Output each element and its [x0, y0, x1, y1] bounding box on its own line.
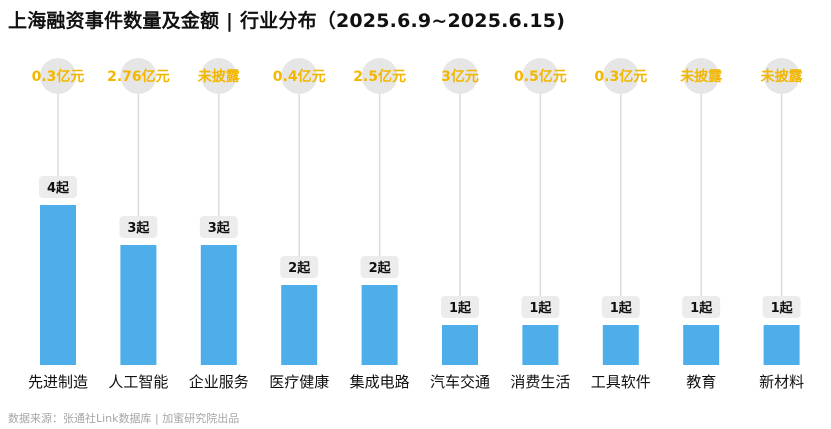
amount-bubble [522, 58, 559, 94]
count-label: 2起 [288, 260, 311, 276]
count-label-bg [601, 296, 640, 318]
category-label: 医疗健康 [269, 373, 329, 391]
amount-label: 2.76亿元 [107, 68, 170, 85]
category-label: 消费生活 [510, 373, 570, 391]
bar [200, 245, 237, 365]
category-label: 人工智能 [108, 373, 168, 391]
amount-label: 未披露 [761, 68, 804, 85]
amount-bubble [683, 58, 720, 94]
count-label: 2起 [369, 260, 392, 276]
category-label: 先进制造 [28, 373, 88, 391]
count-label-bg [521, 296, 560, 318]
count-label: 1起 [690, 300, 713, 316]
amount-bubble [763, 58, 800, 94]
amount-bubble [442, 58, 478, 94]
count-label: 1起 [529, 300, 552, 316]
amount-label: 未披露 [680, 68, 723, 85]
amount-label: 0.4亿元 [273, 68, 326, 85]
bar [683, 325, 720, 365]
bar [120, 245, 157, 365]
count-label-bg [762, 296, 801, 318]
category-label: 集成电路 [350, 373, 410, 391]
count-label: 1起 [449, 300, 472, 316]
amount-label: 0.3亿元 [594, 68, 647, 85]
count-label-bg [682, 296, 721, 318]
bar [281, 285, 318, 365]
count-label: 1起 [610, 300, 633, 316]
count-label: 1起 [771, 300, 794, 316]
amount-label: 0.3亿元 [32, 68, 85, 85]
amount-label: 未披露 [198, 68, 241, 85]
count-label: 3起 [127, 220, 150, 236]
count-label-bg [441, 296, 479, 318]
amount-bubble [120, 58, 157, 94]
count-label-bg [39, 176, 77, 198]
amount-bubble [602, 58, 639, 94]
count-label: 3起 [208, 220, 231, 236]
count-label: 4起 [47, 180, 70, 196]
category-label: 工具软件 [591, 373, 651, 391]
bar [40, 205, 76, 365]
bar [361, 285, 398, 365]
bar [763, 325, 800, 365]
category-label: 教育 [686, 373, 716, 391]
bar [442, 325, 478, 365]
amount-label: 3亿元 [441, 68, 479, 85]
bar [602, 325, 639, 365]
amount-bubble [361, 58, 398, 94]
category-label: 汽车交通 [430, 373, 490, 391]
amount-bubble [281, 58, 318, 94]
amount-label: 2.5亿元 [353, 68, 406, 85]
chart-title: 上海融资事件数量及金额 | 行业分布（2025.6.9~2025.6.15) [8, 10, 566, 32]
bar [522, 325, 559, 365]
amount-label: 0.5亿元 [514, 68, 567, 85]
amount-bubble [40, 58, 76, 94]
count-label-bg [119, 216, 158, 238]
data-source-note: 数据来源：张通社Link数据库 | 加蜜研究院出品 [8, 412, 240, 425]
count-label-bg [199, 216, 238, 238]
amount-bubble [200, 58, 237, 94]
category-label: 新材料 [759, 373, 804, 391]
category-label: 企业服务 [189, 373, 249, 391]
count-label-bg [280, 256, 319, 278]
count-label-bg [360, 256, 399, 278]
